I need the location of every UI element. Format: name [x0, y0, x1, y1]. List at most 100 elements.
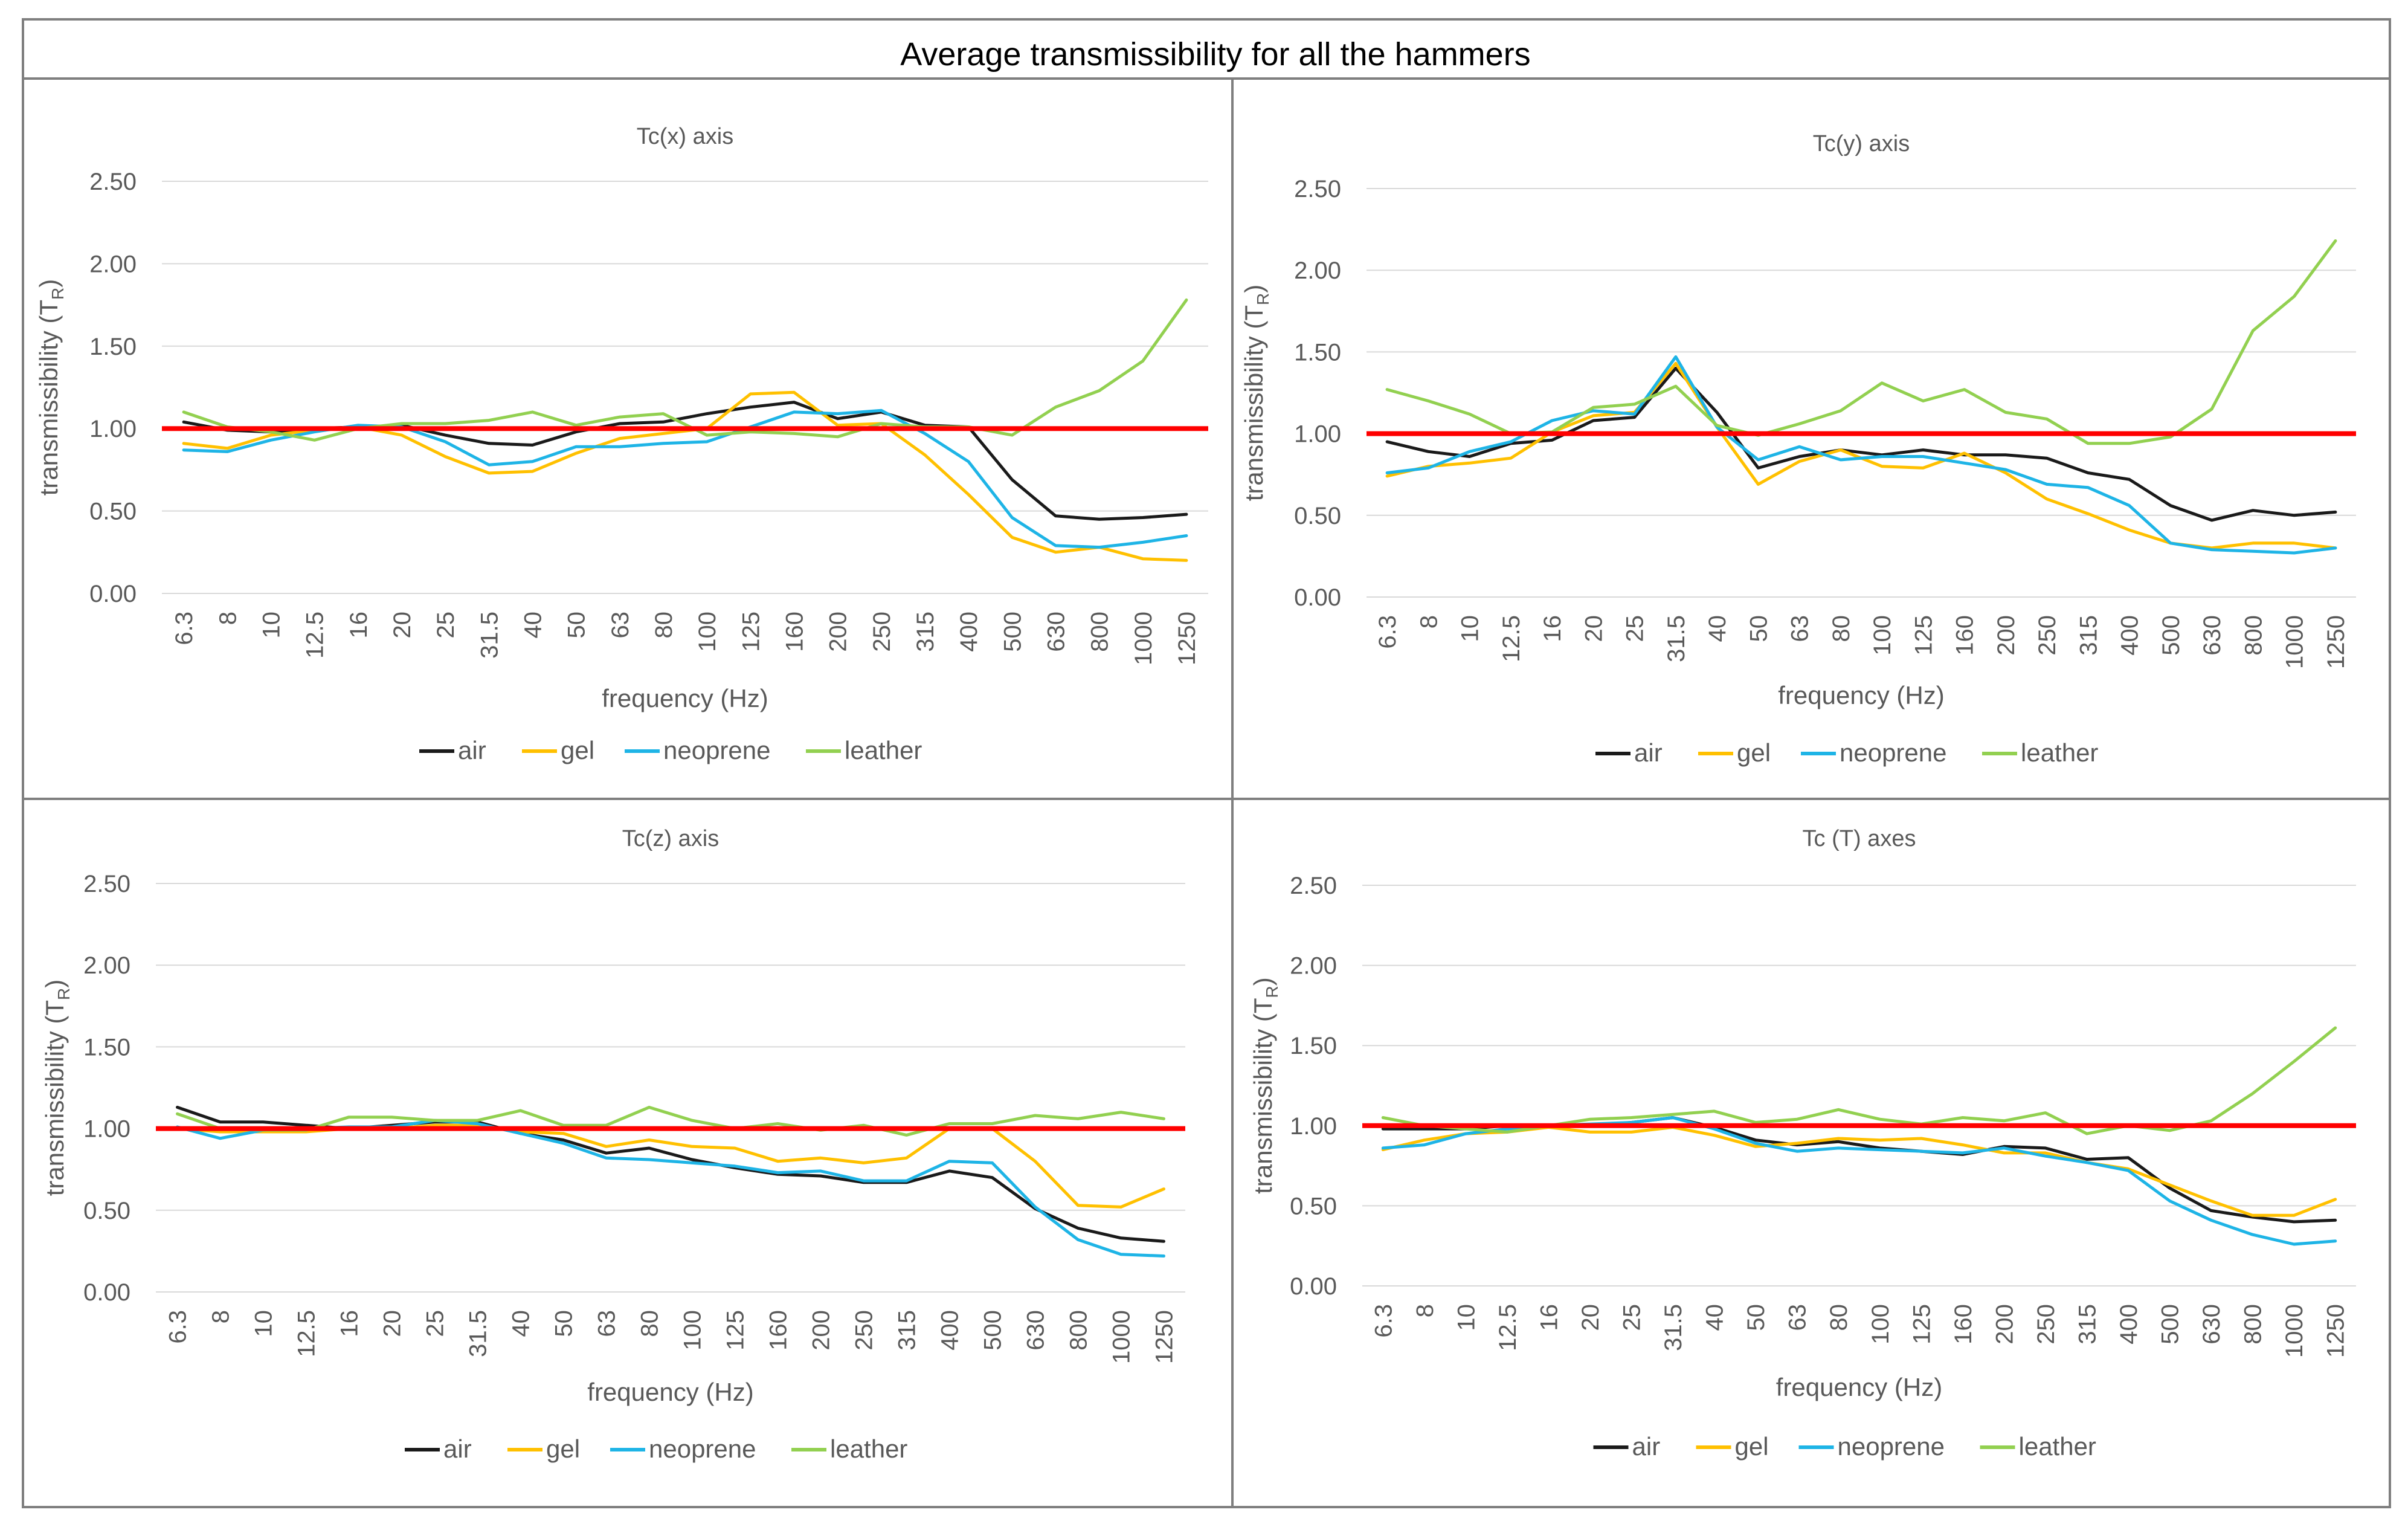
y-axis-label-subscript: R [48, 288, 67, 300]
y-axis-label-subscript: R [1254, 293, 1272, 305]
x-tick-label: 20 [1580, 615, 1607, 642]
y-tick-label: 2.00 [89, 251, 137, 277]
y-tick-label: 2.00 [1294, 257, 1341, 284]
y-axis-label: transmissibility (TR) [1240, 285, 1272, 502]
chart-title: Tc(x) axis [637, 124, 733, 149]
x-tick-label: 12.5 [294, 1310, 320, 1357]
y-tick-label: 2.50 [83, 871, 130, 897]
y-tick-label: 2.00 [83, 952, 130, 979]
x-tick-label: 50 [551, 1310, 578, 1337]
x-tick-label: 800 [2240, 1304, 2267, 1345]
x-tick-label: 800 [1066, 1310, 1092, 1351]
figure-outer-border [22, 18, 2391, 1508]
y-tick-label: 1.00 [1290, 1113, 1337, 1140]
legend-label-neoprene: neoprene [1840, 738, 1947, 767]
x-tick-label: 800 [2240, 615, 2267, 656]
x-tick-label: 6.3 [165, 1310, 192, 1344]
series-line-neoprene [1385, 355, 2337, 555]
x-tick-label: 8 [214, 612, 241, 625]
x-tick-label: 315 [2074, 1304, 2101, 1345]
x-tick-label: 250 [2033, 1304, 2059, 1345]
x-tick-label: 1250 [2323, 1304, 2349, 1358]
x-tick-label: 40 [520, 612, 546, 639]
legend-label-gel: gel [546, 1435, 580, 1463]
x-tick-label: 12.5 [1495, 1304, 1521, 1351]
y-axis-label: transmissibility (TR) [34, 279, 67, 496]
x-tick-label: 630 [2199, 615, 2226, 656]
legend: air gel neoprene leather [1593, 1432, 2096, 1461]
y-tick-label: 0.50 [1290, 1193, 1337, 1219]
y-axis-label-end: ) [34, 279, 63, 288]
y-tick-label: 0.00 [89, 581, 137, 607]
y-axis-label-main: transmissibility (T [1249, 998, 1277, 1193]
x-tick-label: 125 [723, 1310, 749, 1351]
x-tick-label: 63 [1787, 615, 1814, 642]
legend-label-neoprene: neoprene [649, 1435, 756, 1463]
x-tick-label: 50 [564, 612, 590, 639]
x-tick-label: 20 [1577, 1304, 1604, 1331]
chart-panel-3: Tc(z) axis 0.00 0.50 1.00 1.50 2.00 2.50 6.3 8 10… [40, 826, 1185, 1463]
y-tick-label: 0.00 [1294, 584, 1341, 611]
x-tick-label: 16 [1536, 1304, 1562, 1331]
x-axis-label: frequency (Hz) [1776, 1373, 1942, 1401]
x-tick-label: 10 [1457, 615, 1484, 642]
x-tick-label: 160 [781, 612, 808, 652]
x-tick-label: 10 [1453, 1304, 1479, 1331]
legend-label-neoprene: neoprene [1838, 1432, 1945, 1461]
chart-panel-1: Tc(x) axis 0.00 0.50 1.00 1.50 2.00 2.50 6.3 8 10… [34, 124, 1208, 764]
chart-panel-2: Tc(y) axis 0.00 0.50 1.00 1.50 2.00 2.50 6.3 8 10… [1240, 131, 2356, 767]
legend-label-leather: leather [845, 736, 922, 764]
x-tick-label: 200 [808, 1310, 835, 1351]
y-tick-label: 1.00 [1294, 421, 1341, 448]
x-tick-label: 25 [1619, 1304, 1646, 1331]
legend-label-air: air [1634, 738, 1663, 767]
x-tick-label: 6.3 [171, 612, 198, 645]
y-tick-label: 1.50 [89, 334, 137, 360]
x-tick-label: 630 [1043, 612, 1069, 652]
x-tick-label: 40 [1702, 1304, 1728, 1331]
x-tick-label: 1250 [1151, 1310, 1178, 1364]
x-tick-label: 63 [1785, 1304, 1811, 1331]
x-tick-label: 160 [1952, 615, 1978, 656]
x-tick-label: 1250 [2323, 615, 2349, 669]
x-tick-label: 16 [346, 612, 372, 639]
y-axis-label-end: ) [40, 980, 69, 988]
x-tick-label: 10 [251, 1310, 277, 1337]
series-line-air [1385, 366, 2337, 522]
x-tick-label: 1000 [2282, 615, 2308, 669]
x-tick-label: 16 [1539, 615, 1566, 642]
x-tick-label: 200 [1993, 615, 2020, 656]
x-tick-label: 6.3 [1370, 1304, 1397, 1338]
x-tick-label: 100 [1867, 1304, 1894, 1345]
y-axis-label-subscript: R [1263, 986, 1281, 998]
legend: air gel neoprene leather [405, 1435, 907, 1463]
x-tick-label: 31.5 [1660, 1304, 1687, 1351]
legend-label-leather: leather [2019, 1432, 2096, 1461]
x-axis-label: frequency (Hz) [602, 684, 768, 712]
x-tick-label: 50 [1743, 1304, 1769, 1331]
x-tick-label: 250 [869, 612, 895, 652]
x-tick-label: 1250 [1174, 612, 1200, 665]
x-tick-label: 25 [422, 1310, 449, 1337]
legend-label-air: air [443, 1435, 472, 1463]
x-tick-label: 500 [2158, 615, 2184, 656]
x-tick-label: 1000 [2281, 1304, 2308, 1358]
legend-label-leather: leather [2021, 738, 2098, 767]
x-tick-label: 80 [637, 1310, 663, 1337]
x-tick-label: 12.5 [1498, 615, 1525, 662]
x-tick-label: 20 [389, 612, 416, 639]
y-tick-label: 2.50 [89, 169, 137, 195]
legend: air gel neoprene leather [1595, 738, 2098, 767]
x-tick-label: 25 [1622, 615, 1649, 642]
chart-title: Tc (T) axes [1803, 826, 1916, 851]
x-tick-label: 800 [1087, 612, 1113, 652]
y-tick-label: 1.00 [83, 1116, 130, 1143]
x-tick-label: 1000 [1130, 612, 1157, 665]
legend-label-gel: gel [561, 736, 594, 764]
x-tick-label: 250 [2034, 615, 2061, 656]
x-axis-label: frequency (Hz) [1778, 681, 1944, 709]
x-tick-label: 1000 [1109, 1310, 1135, 1364]
y-axis-label-main: transmissibility (T [40, 1000, 69, 1196]
x-tick-label: 40 [1704, 615, 1731, 642]
x-tick-label: 315 [2075, 615, 2102, 656]
